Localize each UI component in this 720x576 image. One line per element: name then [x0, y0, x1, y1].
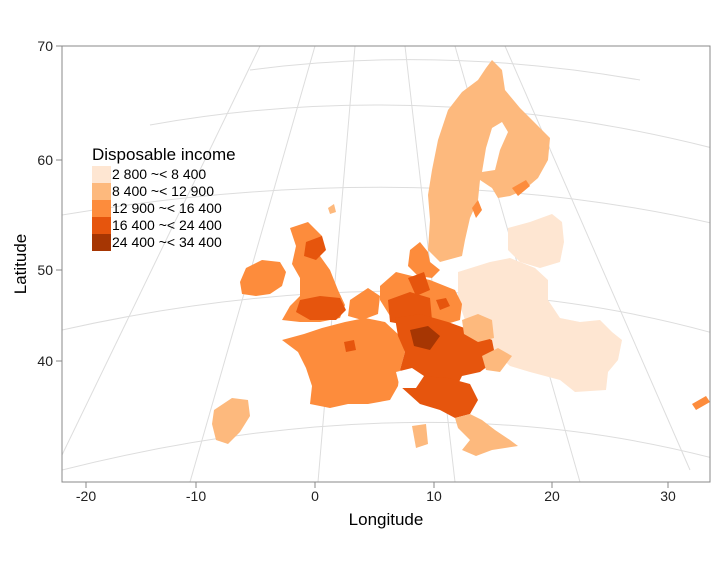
region-hamburg — [408, 272, 430, 296]
region-slovenia — [482, 348, 512, 372]
y-tick-label: 60 — [37, 152, 53, 168]
y-axis: 70 60 50 40 Latitude — [11, 38, 62, 369]
legend-label: 12 900 ~< 16 400 — [112, 200, 222, 216]
region-south-finland — [512, 180, 530, 196]
region-berlin — [436, 298, 450, 310]
parallel-50 — [62, 186, 710, 224]
legend: Disposable income 2 800 ~< 8 400 8 400 ~… — [92, 145, 236, 251]
region-italy-south — [455, 414, 518, 456]
parallel-30 — [62, 421, 710, 471]
parallel-70 — [249, 59, 641, 81]
legend-label: 16 400 ~< 24 400 — [112, 217, 222, 233]
x-tick-label: 30 — [660, 488, 676, 504]
legend-swatch — [92, 234, 111, 251]
parallel-60 — [149, 104, 710, 149]
region-stockholm — [472, 200, 482, 218]
region-baltics — [508, 214, 564, 268]
region-czech-edge — [462, 314, 494, 342]
meridian-m10 — [189, 46, 316, 482]
legend-label: 8 400 ~< 12 900 — [112, 183, 214, 199]
legend-swatch — [92, 183, 111, 200]
x-tick-label: 10 — [426, 488, 442, 504]
x-axis-title: Longitude — [349, 510, 424, 529]
region-france — [282, 318, 405, 408]
x-tick-label: -20 — [76, 488, 96, 504]
region-gulf-bothnia — [482, 122, 508, 172]
y-tick-label: 70 — [37, 38, 53, 54]
region-denmark — [408, 242, 440, 278]
x-tick-label: -10 — [186, 488, 206, 504]
graticule — [62, 46, 710, 482]
region-faroe — [328, 204, 336, 214]
panel-frame — [61, 45, 711, 483]
legend-title: Disposable income — [92, 145, 236, 164]
y-tick-label: 50 — [37, 262, 53, 278]
region-ireland — [240, 260, 286, 296]
legend-swatch — [92, 217, 111, 234]
x-tick-label: 20 — [544, 488, 560, 504]
region-turkey-edge — [692, 396, 710, 410]
y-axis-title: Latitude — [11, 234, 30, 295]
region-paris — [344, 340, 356, 352]
legend-label: 2 800 ~< 8 400 — [112, 166, 206, 182]
meridian-m20 — [62, 46, 261, 456]
x-axis: -20 -10 0 10 20 30 Longitude — [76, 482, 676, 529]
region-uk-north — [304, 236, 326, 260]
x-tick-label: 0 — [311, 488, 319, 504]
legend-label: 24 400 ~< 34 400 — [112, 234, 222, 250]
legend-swatch — [92, 166, 111, 183]
meridian-0 — [317, 46, 356, 482]
meridian-30 — [504, 46, 691, 471]
region-switzerland-gap — [396, 368, 424, 388]
map-regions — [212, 60, 710, 456]
legend-swatch — [92, 200, 111, 217]
region-benelux — [348, 288, 380, 320]
region-east-europe — [458, 258, 622, 392]
region-north-italy — [400, 376, 478, 418]
region-bavaria-core — [410, 326, 440, 350]
y-tick-label: 40 — [37, 353, 53, 369]
region-portugal — [212, 398, 250, 444]
region-sardinia — [412, 424, 428, 448]
region-uk-south — [296, 296, 346, 320]
